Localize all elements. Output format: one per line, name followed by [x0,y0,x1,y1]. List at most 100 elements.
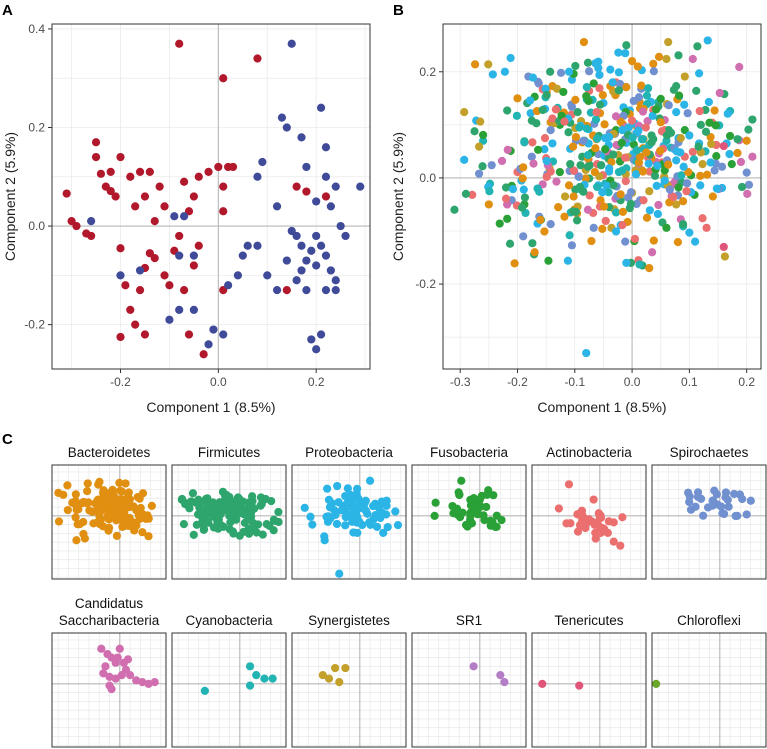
panel-b-point [642,148,651,157]
panel-b-point [554,203,563,212]
panel-b-point [696,120,705,129]
panel-a-point [297,266,306,275]
panel-b-point [641,123,650,132]
panel-b-point [736,157,746,167]
panel-b-point [591,59,600,68]
panel-a-point [150,217,159,226]
panel-b-point [532,119,541,128]
panel-b-point [614,86,624,95]
facet-point [492,511,501,520]
panel-b-point [548,114,557,123]
panel-b-point [528,73,538,82]
facet-point [578,510,587,520]
facet-point [239,527,248,536]
panel-b-point [548,139,557,148]
panel-b-point [503,145,512,154]
panel-a-point [297,133,306,142]
panel-b-point [711,121,720,130]
panel-b-point [488,70,497,79]
panel-b-point [583,205,593,214]
facet-point [233,500,242,509]
facet-point [112,531,122,540]
panel-b-point [538,105,547,115]
panel-b-point [627,116,637,125]
panel-b-point [479,130,488,140]
panel-b-point [604,188,613,197]
facet-point [500,678,509,687]
panel-b-point [662,223,671,232]
facet-point [469,662,478,671]
facet-point [115,478,124,487]
panel-b-point [737,182,747,192]
panel-b-point [591,144,600,153]
panel-a-point [272,286,282,295]
panel-b-point [614,48,623,57]
panel-b-point [632,146,641,155]
panel-b-point [630,234,640,244]
panel-b-point [614,68,624,77]
panel-b-point [696,171,705,180]
panel-b-point [528,239,537,248]
panel-b-point [510,259,519,268]
panel-b-point [617,138,626,147]
facet-point [342,499,352,508]
panel-b-point [642,91,652,100]
panel-b-point [606,65,615,74]
panel-a-x-title: Component 1 (8.5%) [146,399,275,415]
panel-b-x-title: Component 1 (8.5%) [537,399,666,415]
panel-b-point [484,60,493,69]
panel-b-point [609,181,618,190]
facet-point [71,490,80,499]
panel-b-point [653,209,662,219]
facet-point [94,495,103,504]
panel-b-point [645,264,654,273]
panel-b-y-tick-label: 0.0 [419,171,436,185]
panel-b-point [478,162,487,171]
panel-b-point [528,138,537,147]
facet-point [454,488,463,497]
facet-point [79,529,88,539]
panel-a-point [184,330,194,339]
facet-point [393,521,403,530]
facet-point [179,520,189,529]
panel-a-point [307,246,316,255]
panel-b-point [628,133,637,142]
facet-point [477,491,486,500]
panel-b-point [693,42,702,51]
panel-b-point [704,97,713,107]
panel-b-point [703,36,712,45]
panel-a-point [233,271,243,280]
panel-a-x-tick-label: 0.2 [308,375,325,389]
panel-a-point [179,212,189,221]
panel-b-point [649,236,658,245]
panel-a-point [135,266,145,275]
panel-b-point [618,207,628,216]
panel-b-point [505,239,515,248]
panel-b-point [632,199,641,209]
panel-a-point [253,241,262,250]
panel-b-point [715,88,724,98]
panel-b-point [564,67,574,76]
panel-b-point [598,224,607,233]
facet-point [244,514,253,523]
facet-point [338,506,347,515]
panel-b-point [702,223,711,232]
facet-point [335,569,344,578]
panel-a-point [321,192,331,201]
panel-b-point [596,196,605,205]
facet-bacteroidetes: Bacteroidetes [51,445,167,580]
panel-a-point [96,169,106,178]
facet-point [564,480,574,489]
panel-b-point [608,78,617,87]
panel-b-point [519,232,528,241]
panel-a-point [121,281,130,290]
panel-b-point [535,187,544,196]
panel-a-point [277,113,287,122]
facet-point [125,670,135,680]
facet-strip-label: Bacteroidetes [68,445,151,460]
panel-b-point [555,167,564,177]
panel-b-point [695,69,704,78]
panel-b-y-tick-label: 0.2 [419,65,436,79]
panel-b-point [559,87,568,97]
panel-b-point [672,200,681,209]
